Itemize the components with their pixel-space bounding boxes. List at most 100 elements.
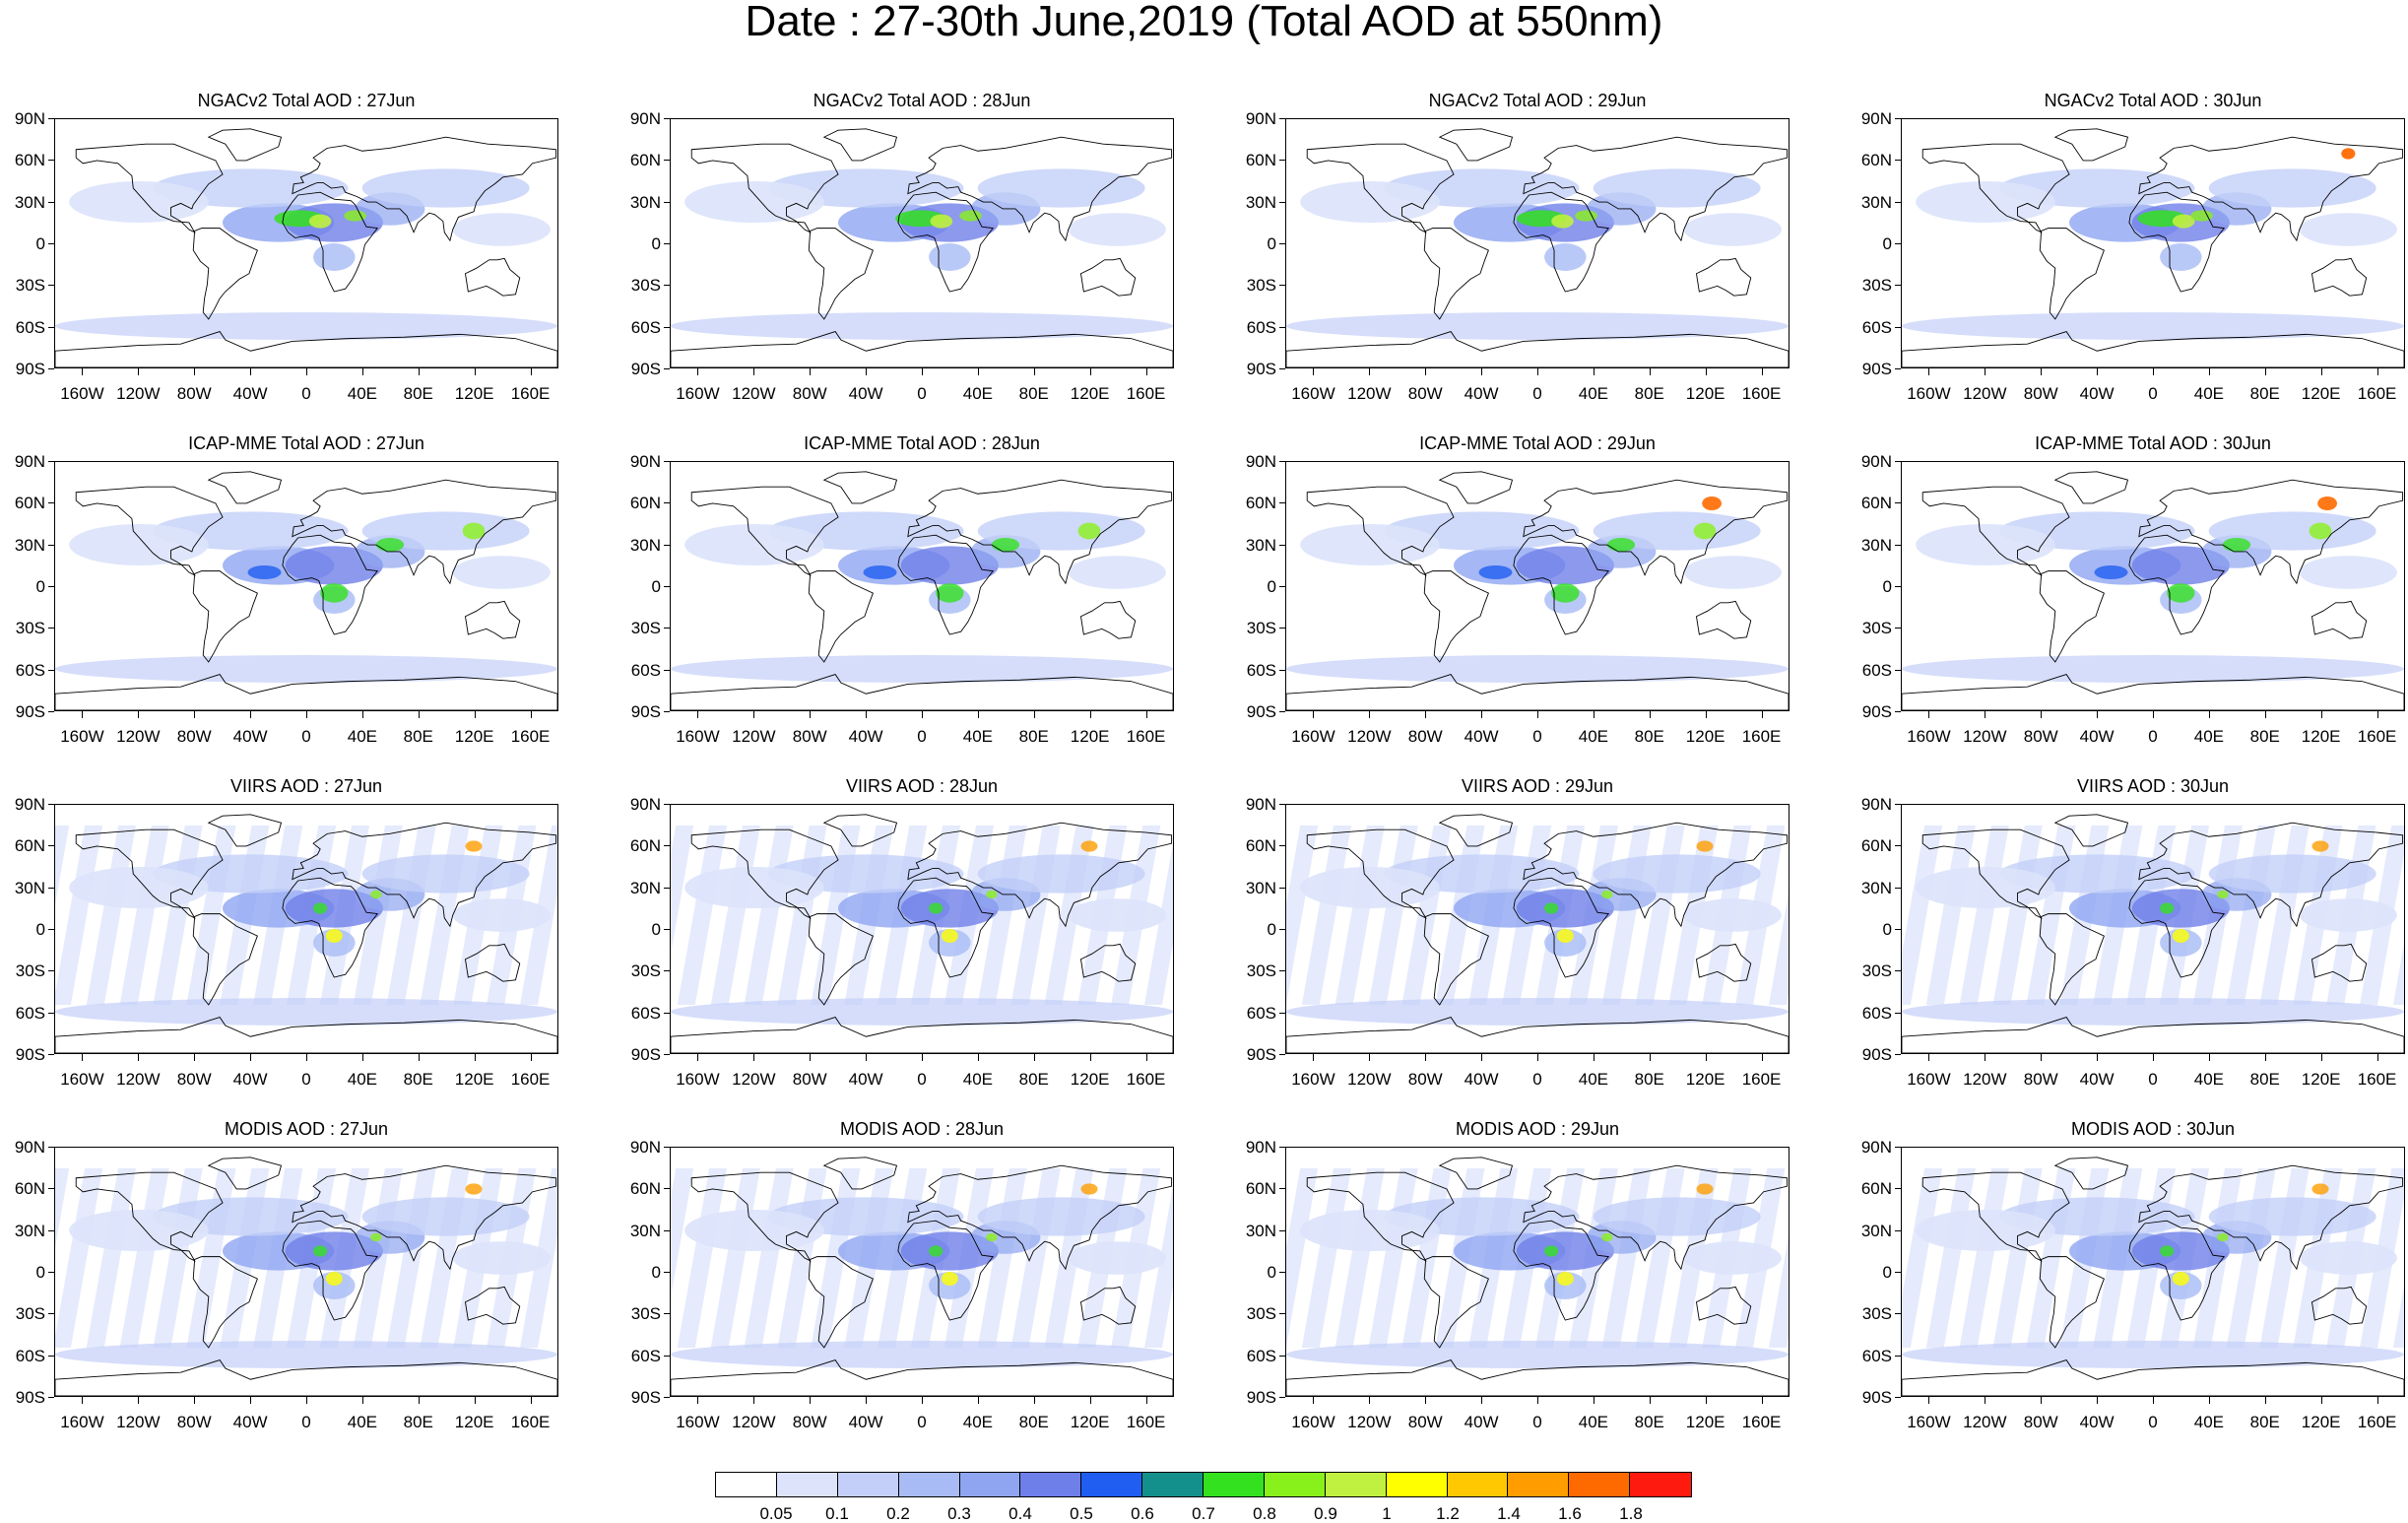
aod-field-patch bbox=[986, 890, 998, 899]
aod-field-patch bbox=[1916, 867, 2055, 908]
colorbar-swatch bbox=[837, 1473, 899, 1496]
aod-field-patch bbox=[1300, 524, 1440, 565]
coastline bbox=[1438, 1157, 1514, 1190]
longitude-tick-mark bbox=[866, 368, 868, 375]
longitude-tick-mark bbox=[753, 711, 755, 718]
coastline bbox=[1423, 228, 1489, 320]
aod-field-patch bbox=[2160, 902, 2175, 914]
aod-field-patch bbox=[1693, 522, 1717, 540]
coastline bbox=[282, 191, 379, 293]
aod-field-patch bbox=[671, 998, 1173, 1026]
longitude-tick-mark bbox=[361, 368, 363, 375]
longitude-tick-label: 120E bbox=[1685, 384, 1725, 403]
coastline bbox=[1902, 1359, 2404, 1396]
aod-field-patch bbox=[2222, 538, 2251, 552]
latitude-tick-label: 60N bbox=[629, 1179, 661, 1199]
latitude-tick-label: 30S bbox=[1861, 619, 1892, 638]
aod-field-patch bbox=[370, 890, 382, 899]
coastline bbox=[1921, 828, 2070, 919]
latitude-tick-label: 30S bbox=[630, 1304, 661, 1324]
longitude-tick-label: 80E bbox=[1018, 1413, 1049, 1431]
colorbar-swatch bbox=[1447, 1473, 1509, 1496]
longitude-tick-label: 160E bbox=[2357, 1413, 2397, 1431]
longitude-tick-mark bbox=[1537, 1054, 1538, 1061]
latitude-tick-label: 90S bbox=[630, 360, 661, 378]
swath-stripe bbox=[1768, 1167, 1789, 1348]
colorbar-label: 0.9 bbox=[1314, 1504, 1337, 1523]
coastline bbox=[464, 600, 521, 639]
latitude-tick-label: 60S bbox=[15, 317, 45, 337]
aod-field-patch bbox=[977, 168, 1145, 208]
latitude-tick-label: 30N bbox=[1860, 192, 1892, 212]
colorbar-label: 1 bbox=[1382, 1504, 1392, 1523]
aod-map-svg bbox=[55, 1157, 557, 1396]
latitude-tick-label: 60S bbox=[15, 660, 45, 680]
longitude-tick-label: 160E bbox=[1741, 1413, 1782, 1431]
latitude-tick-label: 30N bbox=[629, 1221, 661, 1240]
aod-field-patch bbox=[671, 1341, 1173, 1368]
colorbar-swatch bbox=[959, 1473, 1021, 1496]
longitude-tick-mark bbox=[250, 1054, 252, 1061]
longitude-tick-mark bbox=[2208, 1397, 2210, 1404]
coastline bbox=[292, 479, 557, 585]
aod-field-patch bbox=[1077, 522, 1101, 540]
coastline bbox=[2128, 534, 2226, 635]
longitude-tick-label: 120W bbox=[1347, 1070, 1392, 1089]
aod-field-patch bbox=[929, 1272, 971, 1299]
panel-title: NGACv2 Total AOD : 28Jun bbox=[813, 91, 1031, 110]
latitude-tick-label: 0 bbox=[651, 234, 661, 253]
coastline bbox=[192, 913, 258, 1006]
coastline bbox=[2039, 228, 2105, 320]
longitude-tick-label: 40E bbox=[1578, 384, 1608, 403]
aod-field-patch bbox=[941, 929, 958, 943]
aod-map-svg bbox=[671, 814, 1173, 1053]
longitude-tick-label: 40E bbox=[2193, 1413, 2224, 1431]
panel-title: VIIRS AOD : 27Jun bbox=[229, 776, 383, 796]
longitude-tick-label: 160W bbox=[676, 1070, 720, 1089]
aod-field-patch bbox=[465, 1183, 483, 1195]
latitude-tick-mark bbox=[664, 368, 670, 369]
longitude-tick-mark bbox=[1705, 1397, 1707, 1404]
aod-field-patch bbox=[684, 867, 824, 908]
latitude-tick-mark bbox=[1279, 711, 1285, 712]
longitude-tick-label: 160E bbox=[2357, 384, 2397, 403]
latitude-tick-mark bbox=[48, 1012, 54, 1014]
latitude-tick-label: 90N bbox=[1245, 452, 1276, 471]
coastline bbox=[808, 570, 874, 663]
longitude-tick-label: 40E bbox=[2193, 384, 2224, 403]
latitude-tick-label: 90N bbox=[629, 795, 661, 814]
longitude-tick-label: 160W bbox=[1291, 1413, 1335, 1431]
coastline bbox=[907, 479, 1173, 585]
latitude-tick-label: 0 bbox=[1267, 920, 1276, 939]
longitude-tick-mark bbox=[977, 1397, 979, 1404]
longitude-tick-mark bbox=[1313, 711, 1315, 718]
panel-title: MODIS AOD : 27Jun bbox=[224, 1119, 389, 1139]
coastline bbox=[192, 228, 258, 320]
latitude-tick-mark bbox=[1895, 804, 1901, 805]
panel-title: ICAP-MME Total AOD : 29Jun bbox=[1419, 433, 1656, 453]
aod-field-patch bbox=[375, 538, 405, 552]
longitude-tick-label: 40E bbox=[2193, 1070, 2224, 1089]
world-map bbox=[1901, 804, 2405, 1054]
longitude-tick-label: 160W bbox=[1907, 384, 1951, 403]
latitude-tick-mark bbox=[1895, 628, 1901, 629]
longitude-tick-label: 80W bbox=[176, 727, 212, 746]
colorbar-label: 0.4 bbox=[1009, 1504, 1032, 1523]
coastline bbox=[1423, 570, 1489, 663]
longitude-tick-label: 40E bbox=[1578, 727, 1608, 746]
latitude-tick-label: 60S bbox=[630, 317, 661, 337]
aod-field-patch bbox=[1696, 1183, 1714, 1195]
longitude-tick-mark bbox=[866, 1397, 868, 1404]
latitude-tick-mark bbox=[1279, 326, 1285, 328]
aod-field-patch bbox=[69, 1210, 209, 1251]
longitude-tick-mark bbox=[1537, 1397, 1538, 1404]
aod-field-patch bbox=[55, 998, 557, 1026]
longitude-tick-label: 160E bbox=[510, 384, 551, 403]
latitude-tick-mark bbox=[48, 1054, 54, 1055]
longitude-tick-label: 80W bbox=[792, 727, 827, 746]
coastline bbox=[1079, 600, 1137, 639]
world-map bbox=[1285, 804, 1790, 1054]
aod-field-patch bbox=[69, 181, 209, 223]
coastline bbox=[2310, 600, 2368, 639]
